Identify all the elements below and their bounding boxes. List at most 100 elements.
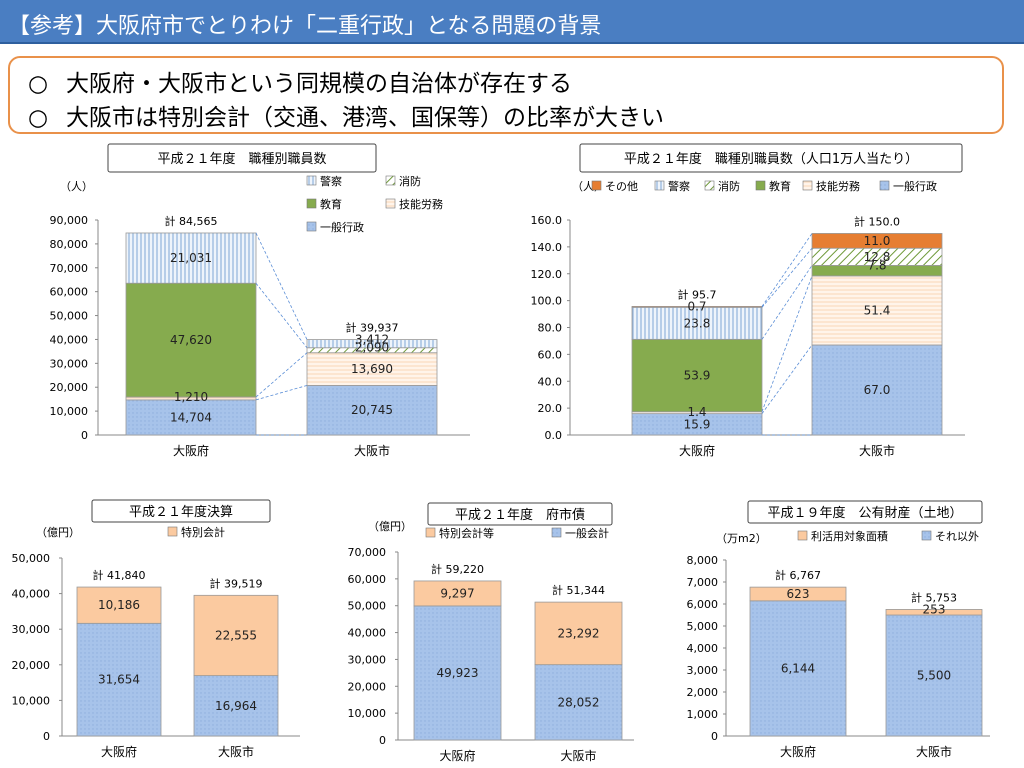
y-tick-label: 40,000 [348,627,387,640]
y-axis-unit: （億円） [36,526,80,539]
page-title: 【参考】大阪府市でとりわけ「二重行政」となる問題の背景 [8,14,602,39]
data-label: 1,210 [174,390,208,404]
legend-swatch-police [654,180,665,191]
data-label: 67.0 [864,383,891,397]
legend-swatch-fire [704,180,715,191]
y-tick-label: 60,000 [348,573,387,586]
series-connector [761,275,813,412]
bar-segment-labor [306,352,438,386]
bar-segment-general [125,399,257,436]
y-tick-label: 3,000 [687,664,719,677]
x-tick-label: 大阪市 [560,748,596,763]
chart-title-box [427,502,613,526]
bar-segment-general [76,622,162,737]
legend-label: 警察 [320,174,342,188]
bar-total-label: 計 51,344 [552,583,605,597]
bar-segment-special [76,586,162,624]
legend-label: その他 [605,180,638,193]
y-axis-unit: （人） [60,180,93,193]
data-label: 3,412 [355,333,389,347]
data-label: 14,704 [170,410,212,424]
y-tick-label: 5,000 [687,620,719,633]
data-label: 22,555 [215,628,257,642]
y-tick-label: 0 [711,730,718,743]
y-tick-label: 30,000 [348,653,387,666]
series-connector [255,352,308,398]
legend-swatch-general [551,527,562,538]
bar-total-label: 計 95.7 [678,287,717,301]
legend-label: 特別会計 [181,525,225,539]
page-header: 【参考】大阪府市でとりわけ「二重行政」となる問題の背景 [0,0,1024,44]
y-tick-label: 50,000 [348,600,387,613]
legend-swatch-education [306,198,317,209]
bar-total-label: 計 6,767 [775,568,821,582]
chart-title-box [579,143,963,173]
data-label: 21,031 [170,251,212,265]
legend-label: 一般行政 [320,220,364,234]
data-label: 5,500 [917,669,951,683]
y-tick-label: 30,000 [12,623,51,636]
y-tick-label: 20,000 [50,381,89,394]
bullet-item: ○ 大阪府・大阪市という同規模の自治体が存在する [28,64,572,98]
legend-label: 警察 [668,179,690,193]
legend-label: 利活用対象面積 [811,529,888,543]
data-label: 31,654 [98,673,140,687]
bar-total-label: 計 41,840 [93,568,146,582]
bar-total-label: 計 59,220 [431,562,484,576]
legend-label: 消防 [399,174,421,188]
legend-swatch-usable [797,530,808,541]
y-tick-label: 20.0 [538,402,563,415]
bar-segment-usable [885,609,983,616]
bar-segment-education [631,338,763,413]
y-tick-label: 40,000 [50,333,89,346]
bar-segment-usable [749,586,847,602]
y-tick-label: 7,000 [687,576,719,589]
chart-title: 平成２１年度 府市債 [455,507,585,523]
y-tick-label: 0 [379,734,386,747]
legend-swatch-general [306,221,317,232]
legend-label: それ以外 [935,530,979,543]
chart-title-box [747,500,983,524]
data-label: 23,292 [558,626,600,640]
bullet-mark: ○ [28,105,49,131]
y-tick-label: 70,000 [348,546,387,559]
chart-title: 平成２１年度 職種別職員数 [157,151,326,167]
bullet-text: 大阪市は特別会計（交通、港湾、国保等）の比率が大きい [66,105,664,131]
bullet-text: 大阪府・大阪市という同規模の自治体が存在する [66,71,572,97]
legend-label: 一般行政 [893,179,937,193]
y-tick-label: 4,000 [687,642,719,655]
x-tick-label: 大阪市 [354,443,390,458]
y-tick-label: 90,000 [50,214,89,227]
bar-segment-police [306,339,438,349]
legend-swatch-fire [385,175,396,186]
y-axis-unit: （億円） [368,520,412,533]
y-tick-label: 70,000 [50,262,89,275]
data-label: 47,620 [170,333,212,347]
y-tick-label: 20,000 [12,659,51,672]
y-tick-label: 10,000 [348,707,387,720]
bar-segment-other [749,600,847,737]
bar-total-label: 計 84,565 [165,214,218,228]
y-tick-label: 160.0 [531,214,563,227]
y-tick-label: 140.0 [531,241,563,254]
y-tick-label: 6,000 [687,598,719,611]
data-label: 0.7 [687,299,706,313]
bar-total-label: 計 39,937 [346,321,399,335]
y-tick-label: 100.0 [531,295,563,308]
x-tick-label: 大阪市 [859,443,895,458]
legend-swatch-general [879,180,890,191]
legend-swatch-labor [802,180,813,191]
legend-label: 教育 [320,197,342,211]
bullet-item: ○ 大阪市は特別会計（交通、港湾、国保等）の比率が大きい [28,98,664,132]
x-tick-label: 大阪市 [218,744,254,759]
data-label: 51.4 [864,303,891,317]
bar-segment-other [811,233,943,249]
y-axis-unit: （万m2） [716,532,767,545]
data-label: 13,690 [351,362,393,376]
data-label: 10,186 [98,598,140,612]
bar-segment-police [125,232,257,284]
